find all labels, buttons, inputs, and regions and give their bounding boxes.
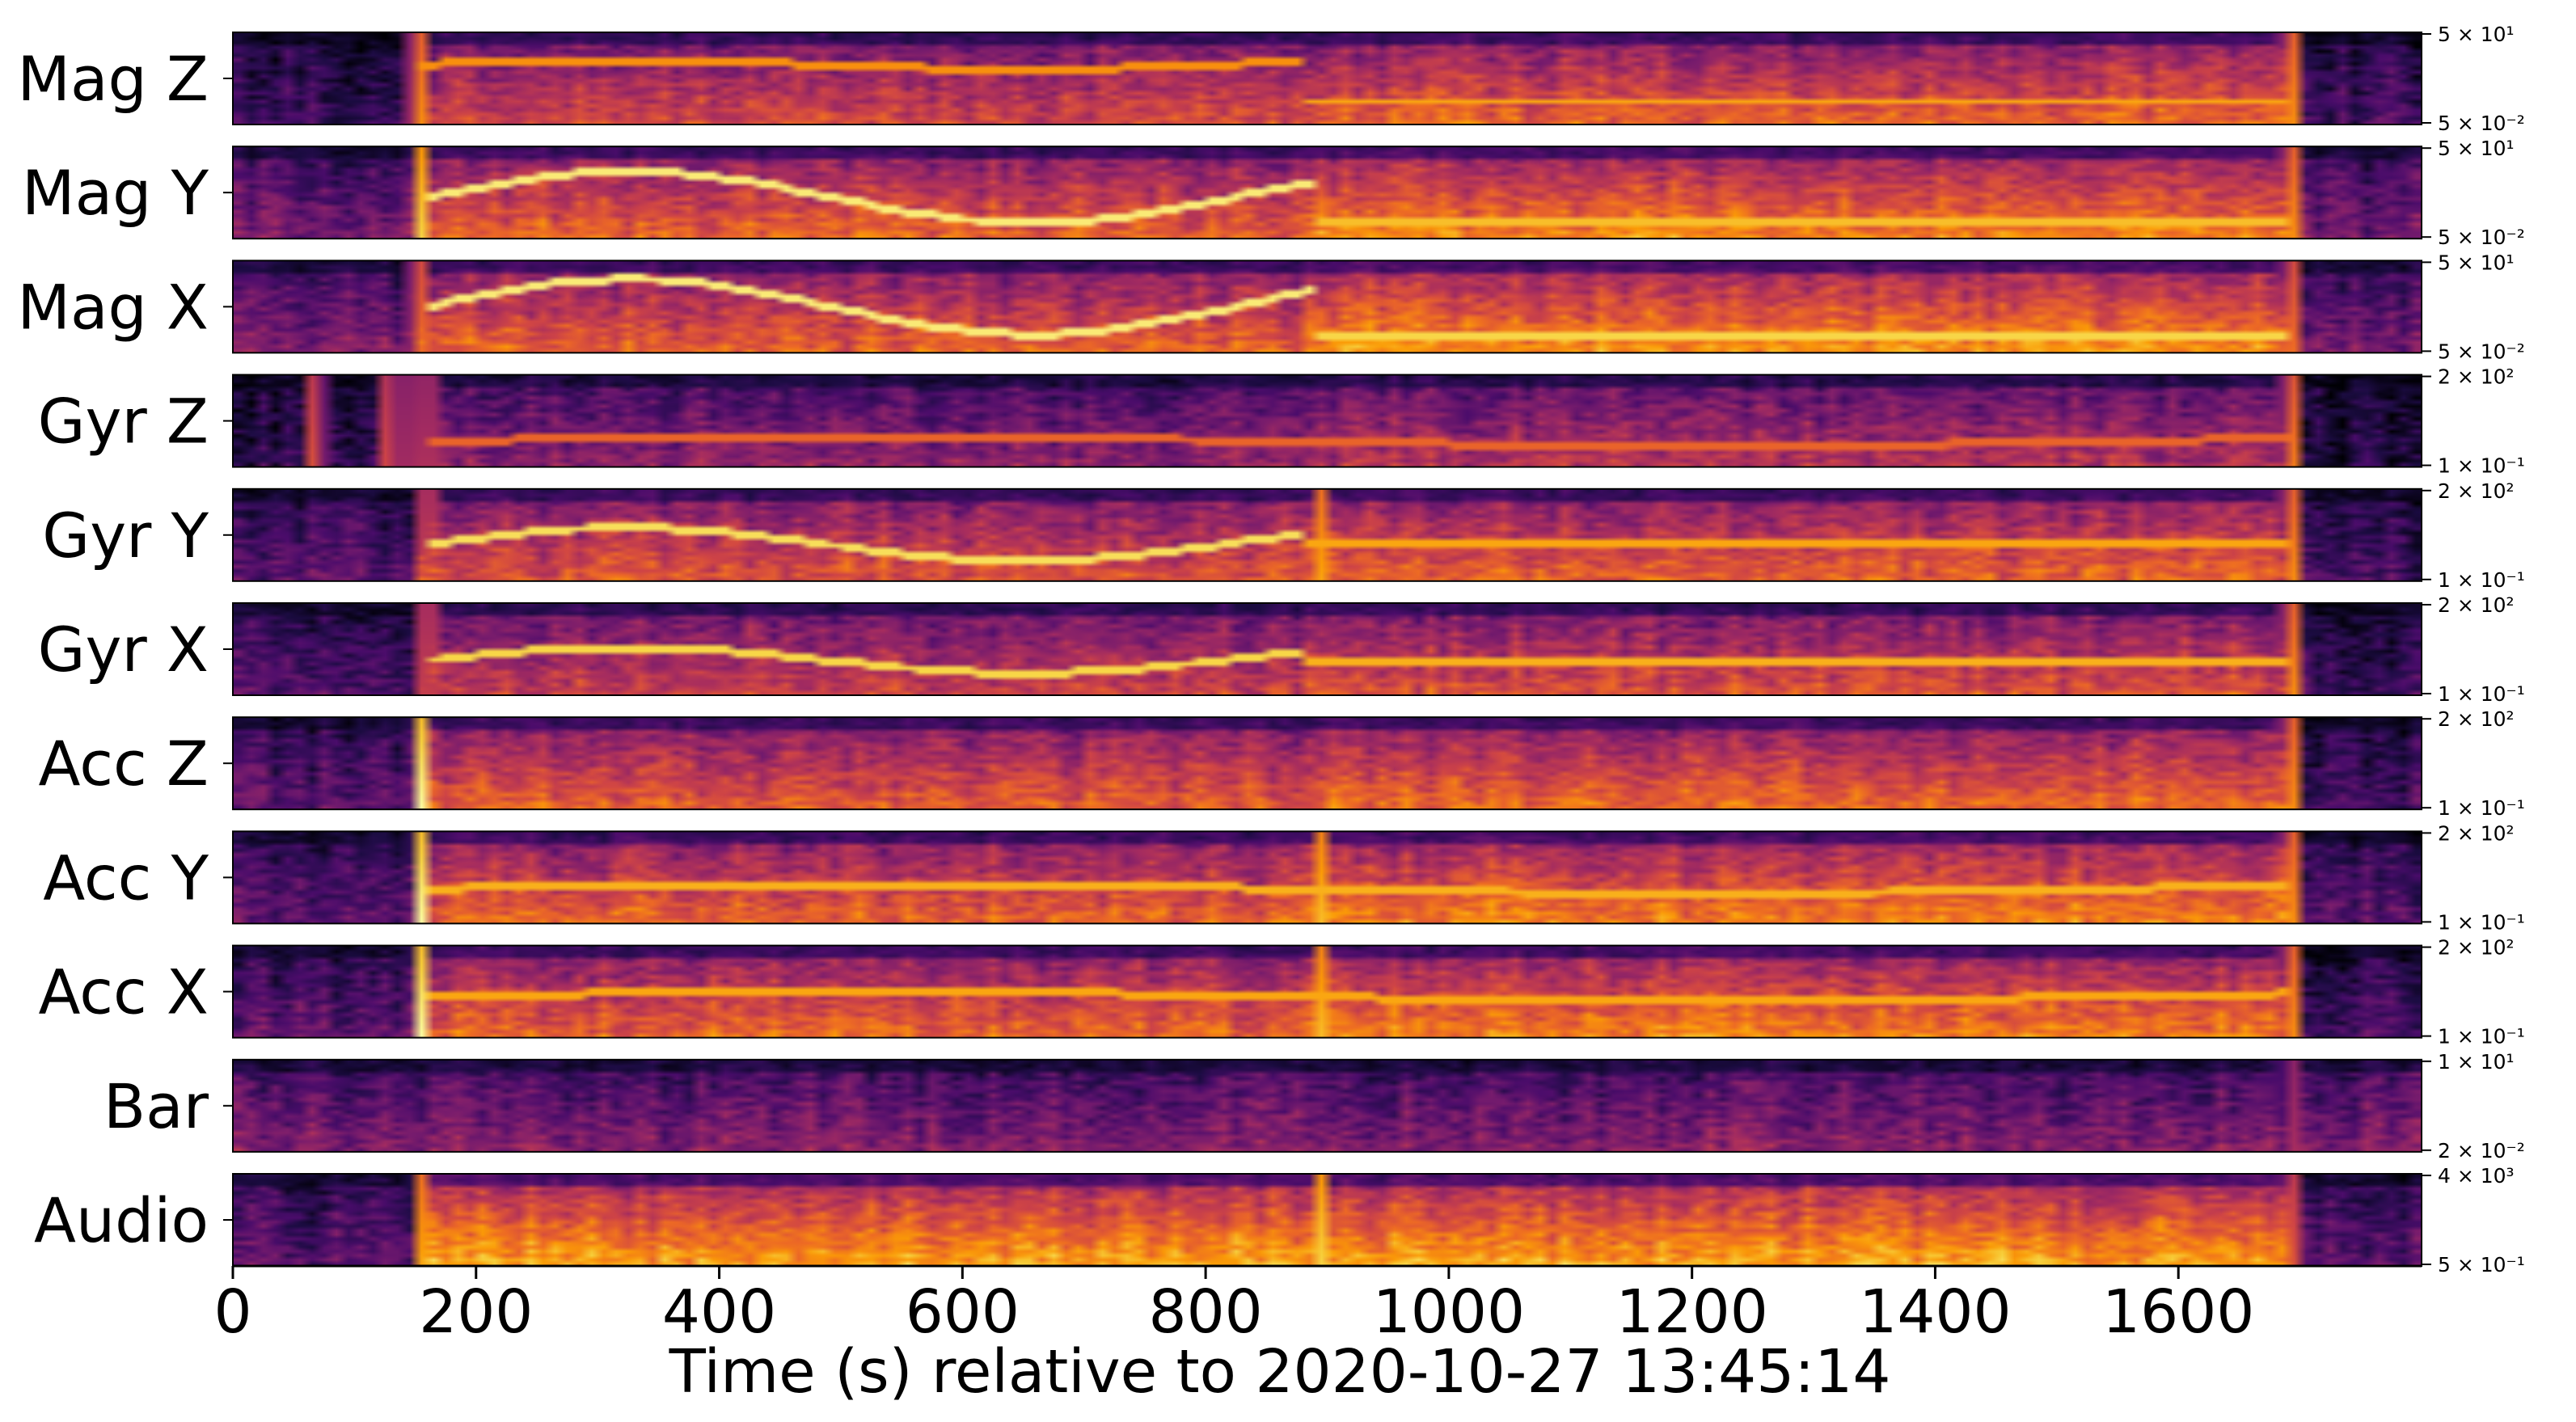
panel-gyr-y: Gyr Y 2 × 10² 1 × 10⁻¹ bbox=[42, 479, 2524, 592]
panel-label: Mag X bbox=[17, 271, 209, 343]
panel-audio: Audio 4 × 10³ 5 × 10⁻¹ bbox=[34, 1164, 2525, 1276]
ytick-label-bottom: 1 × 10⁻¹ bbox=[2438, 568, 2525, 592]
panel-mag-y: Mag Y 5 × 10¹ 5 × 10⁻² bbox=[22, 137, 2525, 249]
panel-label: Gyr Z bbox=[38, 386, 209, 458]
x-ticks: 0 200 400 600 800 1000 1200 1400 1600 bbox=[213, 1266, 2254, 1347]
ytick-label-top: 2 × 10² bbox=[2438, 707, 2515, 731]
panel-acc-z: Acc Z 2 × 10² 1 × 10⁻¹ bbox=[39, 707, 2525, 820]
ytick-label-top: 5 × 10¹ bbox=[2438, 23, 2515, 46]
ytick-label-bottom: 5 × 10⁻² bbox=[2438, 340, 2525, 363]
xtick-label: 200 bbox=[419, 1277, 533, 1347]
spectrogram-image bbox=[233, 260, 2422, 353]
spectrogram-image bbox=[233, 146, 2422, 239]
ytick-label-top: 2 × 10² bbox=[2438, 593, 2515, 617]
ytick-label-bottom: 1 × 10⁻¹ bbox=[2438, 1025, 2525, 1049]
ytick-label-bottom: 1 × 10⁻¹ bbox=[2438, 796, 2525, 820]
panel-label: Acc Y bbox=[43, 842, 209, 914]
ytick-label-top: 1 × 10¹ bbox=[2438, 1050, 2515, 1074]
panel-acc-y: Acc Y 2 × 10² 1 × 10⁻¹ bbox=[43, 821, 2525, 934]
x-axis-label: Time (s) relative to 2020-10-27 13:45:14 bbox=[669, 1337, 1891, 1407]
xtick-label: 1400 bbox=[1859, 1277, 2011, 1347]
spectrogram-image bbox=[233, 603, 2422, 695]
ytick-label-bottom: 5 × 10⁻² bbox=[2438, 112, 2525, 135]
xtick-label: 1000 bbox=[1373, 1277, 1525, 1347]
panel-gyr-z: Gyr Z 2 × 10² 1 × 10⁻¹ bbox=[38, 365, 2525, 478]
spectrogram-image bbox=[233, 1059, 2422, 1152]
ytick-label-top: 5 × 10¹ bbox=[2438, 251, 2515, 274]
panel-mag-x: Mag X 5 × 10¹ 5 × 10⁻² bbox=[17, 251, 2524, 363]
ytick-label-bottom: 5 × 10⁻¹ bbox=[2438, 1253, 2525, 1276]
spectrogram-image bbox=[233, 488, 2422, 581]
spectrogram-image bbox=[233, 1174, 2422, 1266]
xtick-label: 0 bbox=[213, 1277, 251, 1347]
spectrogram-image bbox=[233, 945, 2422, 1038]
ytick-label-top: 2 × 10² bbox=[2438, 821, 2515, 845]
ytick-label-bottom: 5 × 10⁻² bbox=[2438, 226, 2525, 249]
panel-acc-x: Acc X 2 × 10² 1 × 10⁻¹ bbox=[39, 936, 2525, 1049]
xtick-label: 1200 bbox=[1616, 1277, 1768, 1347]
ytick-label-top: 2 × 10² bbox=[2438, 365, 2515, 389]
ytick-label-top: 4 × 10³ bbox=[2438, 1164, 2515, 1188]
panel-label: Acc X bbox=[39, 956, 209, 1028]
panel-label: Acc Z bbox=[39, 728, 209, 800]
panel-label: Mag Z bbox=[17, 43, 209, 115]
ytick-label-top: 2 × 10² bbox=[2438, 936, 2515, 960]
ytick-label-top: 5 × 10¹ bbox=[2438, 137, 2515, 160]
panel-label: Bar bbox=[103, 1070, 209, 1142]
panel-mag-z: Mag Z 5 × 10¹ 5 × 10⁻² bbox=[17, 23, 2524, 135]
xtick-label: 800 bbox=[1148, 1277, 1262, 1347]
xtick-label: 600 bbox=[906, 1277, 1020, 1347]
panel-label: Mag Y bbox=[22, 157, 209, 229]
spectrogram-image bbox=[233, 32, 2422, 124]
xtick-label: 1600 bbox=[2102, 1277, 2254, 1347]
panel-bar: Bar 1 × 10¹ 2 × 10⁻² bbox=[103, 1050, 2525, 1162]
panel-label: Gyr X bbox=[38, 614, 209, 686]
panel-label: Audio bbox=[34, 1184, 209, 1256]
ytick-label-bottom: 2 × 10⁻² bbox=[2438, 1139, 2525, 1162]
spectrogram-image bbox=[233, 831, 2422, 924]
ytick-label-bottom: 1 × 10⁻¹ bbox=[2438, 910, 2525, 934]
spectrogram-image bbox=[233, 717, 2422, 810]
ytick-label-top: 2 × 10² bbox=[2438, 479, 2515, 503]
ytick-label-bottom: 1 × 10⁻¹ bbox=[2438, 454, 2525, 478]
ytick-label-bottom: 1 × 10⁻¹ bbox=[2438, 682, 2525, 706]
x-axis: 0 200 400 600 800 1000 1200 1400 1600 Time (s) r… bbox=[213, 1264, 2422, 1407]
xtick-label: 400 bbox=[662, 1277, 776, 1347]
spectrogram-image bbox=[233, 374, 2422, 467]
panel-label: Gyr Y bbox=[42, 500, 209, 572]
panel-gyr-x: Gyr X 2 × 10² 1 × 10⁻¹ bbox=[38, 593, 2525, 706]
